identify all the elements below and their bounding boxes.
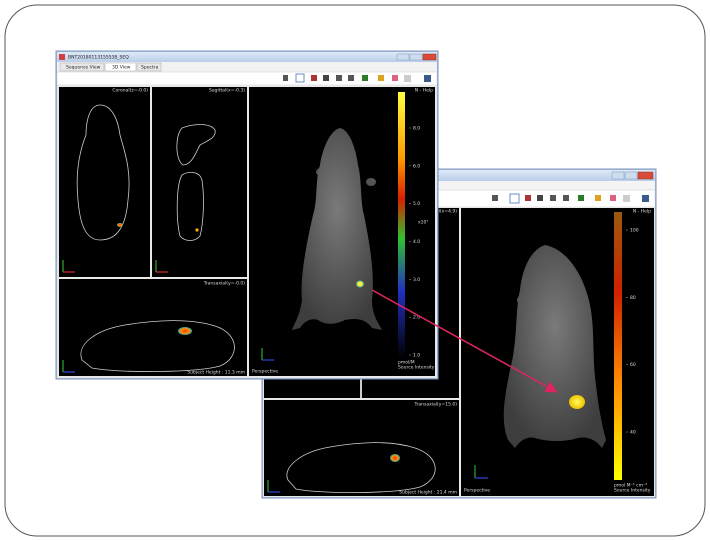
colorbar-tick-label: 60 bbox=[630, 362, 636, 368]
body-outline bbox=[80, 320, 235, 372]
mouse-render bbox=[292, 128, 382, 330]
close-button[interactable] bbox=[422, 53, 437, 61]
body-outline bbox=[76, 104, 130, 241]
colorbar-tick-label: 4.0 bbox=[413, 239, 420, 245]
maximize-button[interactable] bbox=[409, 53, 423, 61]
colorbar bbox=[614, 212, 622, 480]
transaxial-panel bbox=[264, 400, 459, 496]
signal-spot bbox=[356, 280, 364, 288]
sagittal-panel bbox=[152, 87, 247, 277]
body-outline bbox=[176, 124, 216, 166]
body-outline bbox=[286, 442, 436, 493]
colorbar-tick-label: 1.0 bbox=[413, 353, 420, 359]
colorbar-tick-label: 6.0 bbox=[413, 163, 420, 169]
colorbar-tick-label: 100 bbox=[630, 228, 639, 234]
colorbar-tick-label: 8.0 bbox=[413, 126, 420, 132]
body-outline bbox=[176, 171, 204, 241]
tab[interactable] bbox=[136, 62, 162, 72]
minimize-button[interactable] bbox=[611, 171, 625, 180]
colorbar-tick-label: 80 bbox=[630, 295, 636, 301]
colorbar-label: Source Intensity bbox=[398, 365, 435, 371]
signal-spot bbox=[195, 228, 199, 232]
panel-label: Sagittal(x=-0.3) bbox=[209, 88, 245, 94]
colorbar-label: Source Intensity bbox=[614, 488, 651, 494]
transaxial-panel bbox=[59, 279, 247, 376]
colorbar-tick-label: 40 bbox=[630, 430, 636, 436]
signal-spot bbox=[569, 395, 585, 409]
window-1: BNT20180113155538_SEQ Sequence View 3D V… bbox=[55, 50, 439, 380]
colorbar-tick-label: 5.0 bbox=[413, 201, 420, 207]
signal-spot bbox=[178, 327, 192, 335]
signal-spot bbox=[390, 454, 400, 462]
tab-label: Spectra bbox=[141, 65, 159, 71]
tab[interactable] bbox=[59, 62, 105, 72]
tab[interactable] bbox=[104, 62, 137, 72]
panel-label: Transaxial(y=-0.0) bbox=[203, 281, 246, 287]
toolbar-icons[interactable] bbox=[492, 193, 649, 204]
panel-label: Sagittal(x=4.9) bbox=[423, 209, 458, 215]
help-label: N - Help bbox=[633, 209, 651, 215]
subject-height: Subject Height : 11.3 mm bbox=[187, 370, 245, 376]
tab-label: Sequence View bbox=[66, 65, 101, 71]
window-title: BNT20180113155538_SEQ bbox=[68, 55, 129, 61]
subject-height: Subject Height : 21.4 mm bbox=[399, 490, 457, 496]
toolbar-icons[interactable] bbox=[283, 73, 431, 83]
signal-spot bbox=[117, 223, 123, 227]
colorbar-tick-label: 3.0 bbox=[413, 277, 420, 283]
maximize-button[interactable] bbox=[624, 171, 638, 180]
view-label: Perspective bbox=[464, 488, 490, 494]
callout-arrow bbox=[371, 289, 558, 393]
colorbar-unit: pmol M⁻¹ cm⁻² bbox=[614, 483, 647, 489]
colorbar bbox=[398, 92, 405, 358]
close-button[interactable] bbox=[637, 171, 654, 180]
view-label: Perspective bbox=[252, 369, 278, 375]
panel-label: Transaxial(y=15.0) bbox=[413, 402, 457, 408]
slide-frame bbox=[4, 4, 706, 537]
colorbar-unit: pmol/M bbox=[398, 360, 415, 366]
colorbar-multiplier: x10⁷ bbox=[418, 220, 428, 226]
colorbar-tick-label: 2.0 bbox=[413, 315, 420, 321]
minimize-button[interactable] bbox=[396, 53, 410, 61]
panel-label: Coronal(z=-0.0) bbox=[112, 88, 148, 94]
tab-label: 3D View bbox=[112, 65, 131, 71]
coronal-panel bbox=[59, 87, 150, 277]
help-label: N - Help bbox=[415, 88, 433, 94]
